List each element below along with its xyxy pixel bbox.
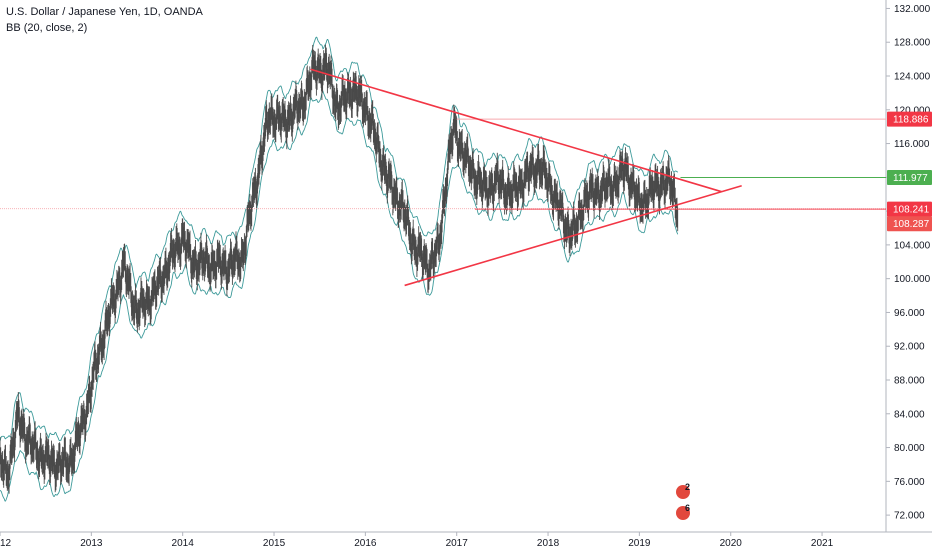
y-tick-label-14: 128.000 <box>894 38 931 49</box>
x-tick-label-9: 2021 <box>811 538 834 549</box>
price-tag-last: 108.287 <box>887 216 932 232</box>
bb-lower-band <box>0 90 679 502</box>
y-tick-label-13: 124.000 <box>894 72 931 83</box>
y-tick-label-0: 72.000 <box>894 511 925 522</box>
price-tag-green-label: 111.977 <box>893 173 928 184</box>
x-tick-label-6: 2018 <box>537 538 560 549</box>
x-tick-label-2: 2014 <box>172 538 195 549</box>
y-tick-label-6: 96.000 <box>894 308 925 319</box>
indicator-legend[interactable]: BB (20, close, 2) <box>6 22 88 34</box>
price-tag-support: 108.241 <box>887 201 932 217</box>
x-tick-label-0: 2012 <box>0 538 12 549</box>
x-tick-label-1: 2013 <box>80 538 103 549</box>
y-tick-label-2: 80.000 <box>894 443 925 454</box>
y-tick-label-4: 88.000 <box>894 376 925 387</box>
price-tag-support-label: 108.241 <box>893 205 930 216</box>
red-event-icon[interactable] <box>676 485 690 499</box>
bb-upper-band <box>0 36 679 442</box>
y-tick-label-12: 120.000 <box>894 105 931 116</box>
y-tick-label-8: 104.000 <box>894 240 931 251</box>
y-tick-label-1: 76.000 <box>894 477 925 488</box>
price-tag-resistance-bg <box>887 111 932 127</box>
x-tick-label-3: 2015 <box>263 538 286 549</box>
lower-trendline <box>404 185 742 287</box>
price-tag-last-label: 108.287 <box>893 219 930 230</box>
x-tick-label-8: 2020 <box>720 538 743 549</box>
x-tick-label-5: 2017 <box>446 538 469 549</box>
y-tick-label-3: 84.000 <box>894 409 925 420</box>
y-tick-label-11: 116.000 <box>894 139 930 150</box>
us-flag-event-icon[interactable] <box>676 506 690 520</box>
symbol-legend[interactable]: U.S. Dollar / Japanese Yen, 1D, OANDA <box>6 6 203 18</box>
price-tag-green-bg <box>887 170 932 186</box>
price-tag-resistance-label: 118.886 <box>893 115 929 126</box>
price-candles <box>0 44 679 494</box>
event-count-flag: 6 <box>685 503 691 513</box>
x-tick-label-4: 2016 <box>354 538 377 549</box>
y-tick-label-5: 92.000 <box>894 342 925 353</box>
upper-trendline <box>310 68 722 193</box>
x-tick-label-7: 2019 <box>628 538 651 549</box>
y-tick-label-15: 132.000 <box>894 4 931 15</box>
price-tag-green: 111.977 <box>887 170 932 186</box>
price-tag-last-bg <box>887 216 932 232</box>
price-tag-support-bg <box>887 201 932 217</box>
y-tick-label-7: 100.000 <box>894 274 931 285</box>
event-count-red: 2 <box>685 482 691 492</box>
price-tag-resistance: 118.886 <box>887 111 932 127</box>
